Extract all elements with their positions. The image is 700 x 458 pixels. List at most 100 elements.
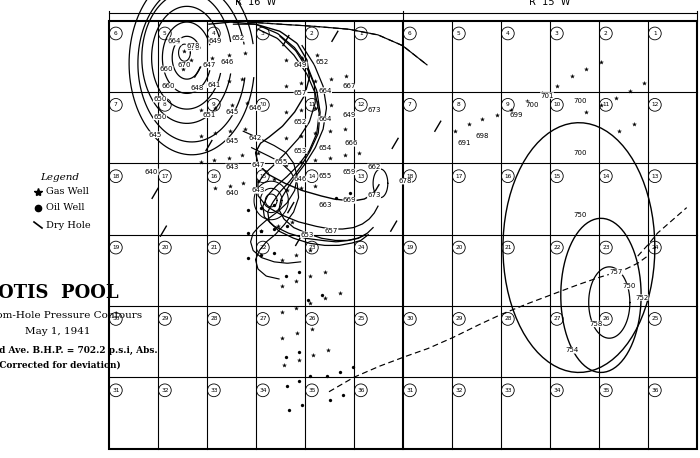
Text: 33: 33 xyxy=(504,388,512,393)
Text: 30: 30 xyxy=(406,316,414,322)
Text: 642: 642 xyxy=(249,136,262,142)
Text: 8: 8 xyxy=(457,102,461,107)
Text: 655: 655 xyxy=(274,159,288,165)
Text: 21: 21 xyxy=(210,245,218,250)
Text: 758: 758 xyxy=(589,321,603,327)
Text: Weighted Ave. B.H.P. = 702.2 p.s.i, Abs.: Weighted Ave. B.H.P. = 702.2 p.s.i, Abs. xyxy=(0,345,158,354)
Text: OTIS  POOL: OTIS POOL xyxy=(0,284,118,302)
Text: 25: 25 xyxy=(651,316,659,322)
Text: 16: 16 xyxy=(504,174,512,179)
Text: 653: 653 xyxy=(294,147,307,153)
Text: R  16  W: R 16 W xyxy=(235,0,276,6)
Text: 657: 657 xyxy=(325,228,338,234)
Text: 673: 673 xyxy=(368,192,381,198)
Text: 700: 700 xyxy=(573,98,587,104)
Text: 24: 24 xyxy=(357,245,365,250)
Text: 35: 35 xyxy=(308,388,316,393)
Text: 660: 660 xyxy=(162,83,175,89)
Text: 14: 14 xyxy=(602,174,610,179)
Text: 649: 649 xyxy=(343,112,356,118)
Text: May 1, 1941: May 1, 1941 xyxy=(25,327,91,337)
Text: 2: 2 xyxy=(310,31,314,36)
Text: 25: 25 xyxy=(357,316,365,322)
Text: 664: 664 xyxy=(318,116,332,122)
Text: 12: 12 xyxy=(651,102,659,107)
Text: 678: 678 xyxy=(186,43,200,49)
Text: 698: 698 xyxy=(475,133,489,139)
Text: 18: 18 xyxy=(112,174,120,179)
Text: 652: 652 xyxy=(294,119,307,125)
Text: 646: 646 xyxy=(220,59,234,65)
Text: 646: 646 xyxy=(248,105,262,111)
Text: 651: 651 xyxy=(202,112,216,118)
Text: 4: 4 xyxy=(506,31,510,36)
Text: 20: 20 xyxy=(455,245,463,250)
Text: 19: 19 xyxy=(406,245,414,250)
Text: 649: 649 xyxy=(294,62,307,68)
Text: 654: 654 xyxy=(318,145,332,151)
Text: 667: 667 xyxy=(343,83,356,89)
Text: 26: 26 xyxy=(602,316,610,322)
Text: 678: 678 xyxy=(398,178,412,184)
Text: R  15  W: R 15 W xyxy=(528,0,570,6)
Text: 33: 33 xyxy=(210,388,218,393)
Text: 32: 32 xyxy=(161,388,169,393)
Text: 15: 15 xyxy=(259,174,267,179)
Text: 655: 655 xyxy=(318,173,332,179)
Text: (Corrected for deviation): (Corrected for deviation) xyxy=(0,360,121,370)
Text: Dry Hole: Dry Hole xyxy=(46,220,90,229)
Text: 662: 662 xyxy=(368,164,381,170)
Text: 34: 34 xyxy=(553,388,561,393)
Text: 12: 12 xyxy=(357,102,365,107)
Text: 645: 645 xyxy=(148,132,162,138)
Text: 1: 1 xyxy=(359,31,363,36)
Text: 646: 646 xyxy=(294,176,307,182)
Text: 647: 647 xyxy=(251,162,265,168)
Text: 670: 670 xyxy=(186,45,200,51)
Text: 6: 6 xyxy=(408,31,412,36)
Text: 34: 34 xyxy=(259,388,267,393)
Text: 701: 701 xyxy=(540,93,554,98)
Text: 1: 1 xyxy=(653,31,657,36)
Text: 7: 7 xyxy=(408,102,412,107)
Text: 26: 26 xyxy=(308,316,316,322)
Text: Legend: Legend xyxy=(40,174,79,182)
Text: 640: 640 xyxy=(225,191,239,196)
Text: 10: 10 xyxy=(259,102,267,107)
Text: 660: 660 xyxy=(160,66,173,72)
Text: 11: 11 xyxy=(308,102,316,107)
Text: 757: 757 xyxy=(609,269,622,275)
Text: 36: 36 xyxy=(357,388,365,393)
Text: 647: 647 xyxy=(202,62,216,68)
Text: 31: 31 xyxy=(112,388,120,393)
Text: 5: 5 xyxy=(457,31,461,36)
Text: 35: 35 xyxy=(602,388,610,393)
Text: 30: 30 xyxy=(112,316,120,322)
Text: 4: 4 xyxy=(212,31,216,36)
Text: 643: 643 xyxy=(225,164,239,170)
Text: 2: 2 xyxy=(604,31,608,36)
Text: 16: 16 xyxy=(210,174,218,179)
Text: 28: 28 xyxy=(504,316,512,322)
Text: Gas Well: Gas Well xyxy=(46,187,89,196)
Text: 22: 22 xyxy=(553,245,561,250)
Text: 36: 36 xyxy=(651,388,659,393)
Text: 23: 23 xyxy=(308,245,316,250)
Text: 14: 14 xyxy=(308,174,316,179)
Text: 691: 691 xyxy=(457,140,470,147)
Text: 28: 28 xyxy=(210,316,218,322)
Text: 650: 650 xyxy=(153,96,167,102)
Text: 3: 3 xyxy=(261,31,265,36)
Text: 29: 29 xyxy=(161,316,169,322)
Text: 700: 700 xyxy=(526,102,539,108)
Text: 669: 669 xyxy=(343,197,356,203)
Text: 31: 31 xyxy=(406,388,414,393)
Text: 645: 645 xyxy=(225,109,239,115)
Text: 11: 11 xyxy=(602,102,610,107)
Text: 10: 10 xyxy=(553,102,561,107)
Text: 754: 754 xyxy=(565,347,578,354)
Text: 666: 666 xyxy=(344,140,358,147)
Text: 27: 27 xyxy=(553,316,561,322)
Text: 7: 7 xyxy=(114,102,118,107)
Text: 700: 700 xyxy=(573,150,587,156)
